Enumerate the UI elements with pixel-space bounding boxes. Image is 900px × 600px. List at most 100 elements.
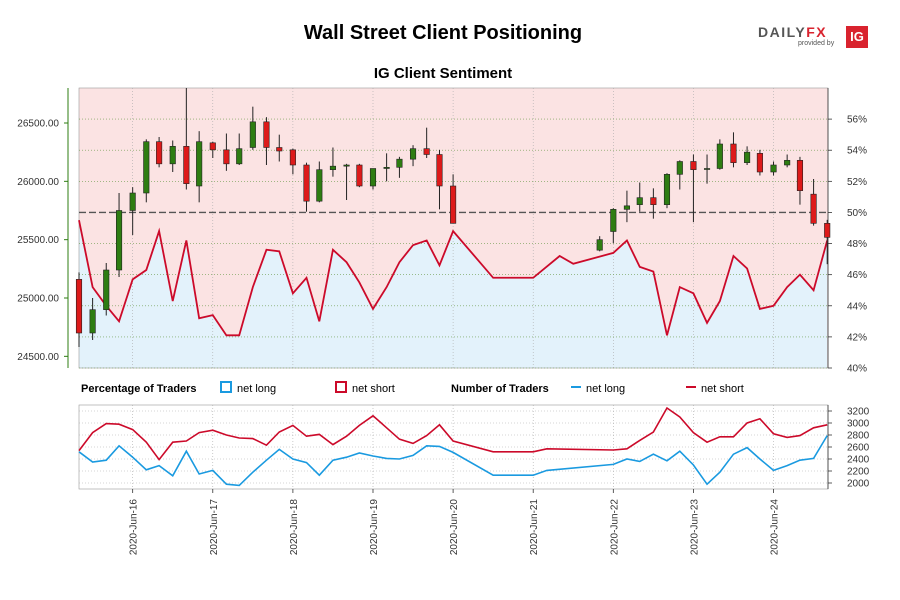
count-axis-label: 3200 xyxy=(847,407,870,418)
candle-bearish xyxy=(223,149,230,165)
candle-bearish xyxy=(810,193,817,224)
candle-bullish xyxy=(383,167,390,169)
candle-bullish xyxy=(116,210,123,271)
candle-bullish xyxy=(716,143,723,169)
candle-bullish xyxy=(596,239,603,251)
x-axis-label: 2020-Jun-21 xyxy=(529,499,540,556)
x-axis-label: 2020-Jun-20 xyxy=(449,499,460,556)
legend-num-long-label: net long xyxy=(586,383,625,395)
right-axis-label: 46% xyxy=(847,270,867,281)
candle-bullish xyxy=(343,164,350,167)
candle-bearish xyxy=(730,143,737,163)
price-sentiment-panel: 40% 42% 44% 46% 48% 50% 52% 54% 56% 24500.00 25000… xyxy=(17,87,867,375)
candle-bearish xyxy=(756,153,763,173)
right-axis-label: 56% xyxy=(847,115,867,126)
candle-bullish xyxy=(329,165,336,170)
count-axis-label: 2200 xyxy=(847,467,870,478)
candle-bullish xyxy=(369,168,377,187)
left-axis-label: 25500.00 xyxy=(17,235,59,246)
left-axis-label: 25000.00 xyxy=(17,294,59,305)
candle-bullish xyxy=(236,148,243,165)
net-short-count-line xyxy=(78,406,828,461)
candle-bearish xyxy=(796,160,804,191)
legend-num-short-label: net short xyxy=(701,383,744,395)
left-axis-label: 26000.00 xyxy=(17,177,59,188)
left-axis-label: 24500.00 xyxy=(17,352,59,363)
candle-bullish xyxy=(196,141,203,187)
candle-bearish xyxy=(156,141,163,165)
ig-badge: IG xyxy=(846,26,868,48)
x-axis-label: 2020-Jun-23 xyxy=(689,499,700,556)
candle-bullish xyxy=(103,269,110,310)
right-axis-label: 50% xyxy=(847,208,867,219)
right-axis-label: 42% xyxy=(847,332,867,343)
chart-title: Wall Street Client Positioning xyxy=(303,22,583,44)
x-axis-label: 2020-Jun-22 xyxy=(609,499,620,556)
dailyfx-logo: DAILYFX provided by IG xyxy=(758,24,870,50)
candle-bearish xyxy=(209,142,216,151)
candle-bearish xyxy=(263,121,270,148)
candle-bullish xyxy=(623,205,630,210)
count-axis-label: 3000 xyxy=(847,419,870,430)
chart-subtitle: IG Client Sentiment xyxy=(373,65,513,82)
candle-bullish xyxy=(316,169,323,202)
count-axis-label: 2600 xyxy=(847,443,870,454)
legend-pct-short-label: net short xyxy=(352,383,395,395)
legend-pct-long-label: net long xyxy=(237,383,276,395)
x-axis-label: 2020-Jun-18 xyxy=(289,499,300,556)
candle-bearish xyxy=(183,146,190,184)
x-axis-label: 2020-Jun-24 xyxy=(770,499,781,556)
candle-bullish xyxy=(409,148,417,160)
candle-bullish xyxy=(636,197,643,205)
logo-text-daily: DAILY xyxy=(758,24,807,40)
candle-bearish xyxy=(650,197,657,205)
candle-bullish xyxy=(744,151,751,163)
candle-bullish xyxy=(770,164,777,173)
candle-bullish xyxy=(610,209,617,232)
candle-bullish xyxy=(129,192,136,211)
logo-provided-by: provided by xyxy=(798,40,835,47)
candle-bearish xyxy=(450,185,457,224)
candle-bearish xyxy=(276,147,283,152)
net-short-pct-line xyxy=(78,220,829,337)
candle-bullish xyxy=(703,168,711,170)
candle-bearish xyxy=(289,149,296,166)
x-axis: 2020-Jun-16 2020-Jun-17 2020-Jun-18 2020-Ju… xyxy=(129,489,781,555)
right-axis-label: 52% xyxy=(847,177,867,188)
count-axis-label: 2400 xyxy=(847,455,870,466)
right-axis-label: 54% xyxy=(847,146,867,157)
left-axis-label: 26500.00 xyxy=(17,119,59,130)
candle-bullish xyxy=(143,141,150,194)
candle-bearish xyxy=(690,161,697,170)
candle-bearish xyxy=(436,154,443,187)
candle-bearish xyxy=(824,223,831,238)
net-long-count-line xyxy=(78,435,828,487)
candle-bullish xyxy=(249,121,256,148)
legend: Percentage of Traders net long net short… xyxy=(81,381,744,395)
legend-num-heading: Number of Traders xyxy=(451,383,549,395)
right-axis-label: 44% xyxy=(847,301,867,312)
count-axis-label: 2800 xyxy=(847,431,870,442)
right-axis-label: 48% xyxy=(847,239,867,250)
candle-bearish xyxy=(75,279,83,334)
legend-pct-short-swatch xyxy=(335,381,347,393)
candle-bullish xyxy=(89,309,96,334)
legend-pct-long-swatch xyxy=(220,381,232,393)
candle-bearish xyxy=(423,148,430,155)
candle-bearish xyxy=(356,164,363,187)
candle-bullish xyxy=(784,160,791,166)
count-axis-label: 2000 xyxy=(847,479,870,490)
candle-bearish xyxy=(303,164,310,202)
x-axis-label: 2020-Jun-19 xyxy=(369,499,380,556)
legend-pct-heading: Percentage of Traders xyxy=(81,383,197,395)
candle-bullish xyxy=(663,174,671,205)
candle-bullish xyxy=(676,161,683,175)
net-long-zone xyxy=(79,220,828,368)
logo-text-fx: FX xyxy=(806,24,828,40)
right-axis-label: 40% xyxy=(847,364,867,375)
x-axis-label: 2020-Jun-17 xyxy=(209,499,220,556)
x-axis-label: 2020-Jun-16 xyxy=(129,499,140,556)
logo-wordmark: DAILYFX xyxy=(758,24,827,40)
